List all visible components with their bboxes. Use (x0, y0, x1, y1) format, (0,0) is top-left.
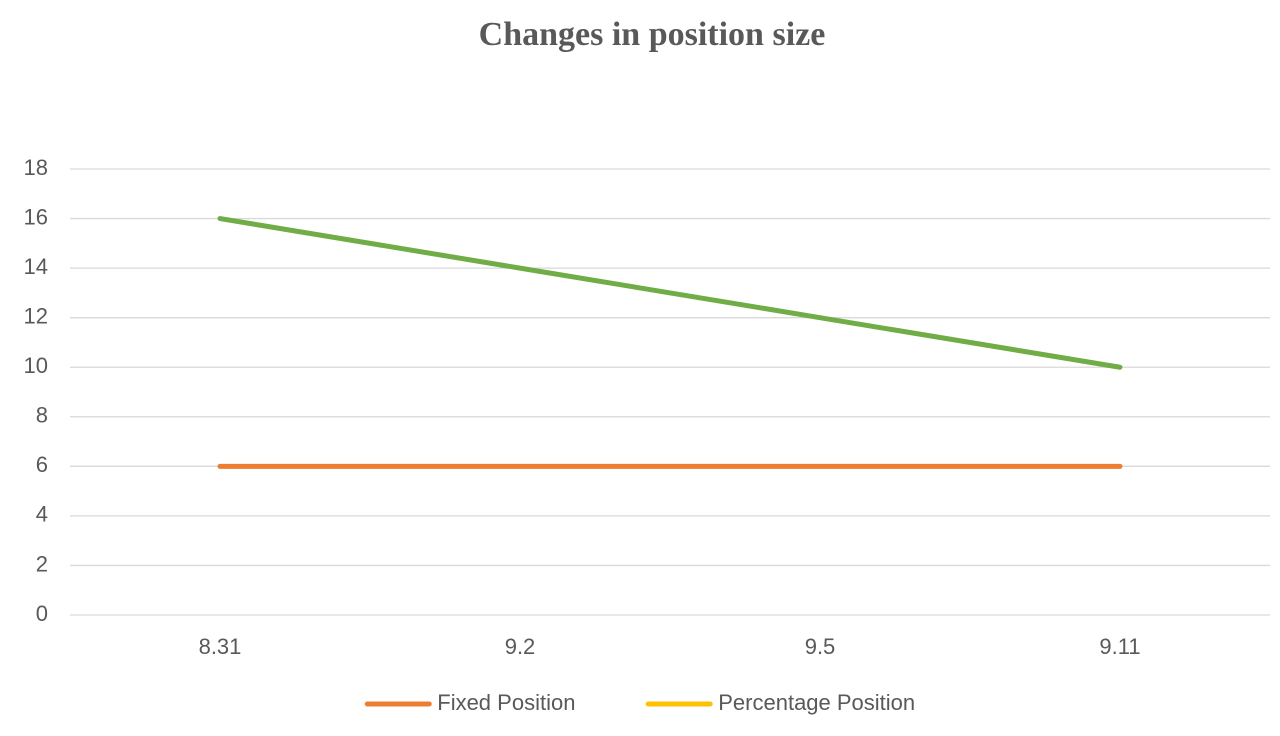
y-tick-label: 0 (36, 601, 48, 626)
y-tick-label: 14 (24, 254, 48, 279)
chart-title: Changes in position size (479, 16, 826, 53)
legend-label: Percentage Position (718, 690, 915, 715)
y-tick-label: 6 (36, 452, 48, 477)
y-tick-label: 2 (36, 551, 48, 576)
x-tick-label: 8.31 (199, 634, 242, 659)
y-tick-label: 8 (36, 403, 48, 428)
y-tick-label: 18 (24, 155, 48, 180)
legend-label: Fixed Position (437, 690, 575, 715)
series-line (217, 216, 1123, 370)
y-tick-label: 10 (24, 353, 48, 378)
y-tick-label: 16 (24, 204, 48, 229)
x-tick-label: 9.5 (805, 634, 836, 659)
y-tick-label: 4 (36, 502, 48, 527)
x-tick-label: 9.11 (1099, 634, 1140, 659)
y-tick-label: 12 (24, 303, 48, 328)
x-tick-label: 9.2 (505, 634, 536, 659)
